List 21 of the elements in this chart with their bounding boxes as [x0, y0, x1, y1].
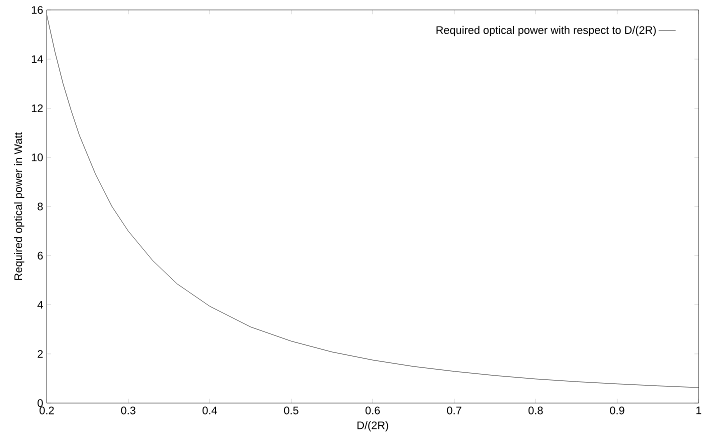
- x-axis-title: D/(2R): [358, 421, 388, 432]
- x-tick-label: 0.8: [528, 406, 543, 414]
- y-tick-label: 8: [38, 202, 43, 210]
- x-tick-label: 0.9: [610, 406, 624, 414]
- y-tick-label: 16: [32, 6, 43, 14]
- y-axis-title: Required optical power in Watt: [14, 132, 24, 280]
- y-tick-label: 14: [32, 55, 43, 63]
- x-tick-label: 0.4: [202, 406, 218, 414]
- x-tick-label: 0.2: [40, 406, 54, 414]
- x-tick-label: 0.6: [366, 406, 380, 414]
- x-tick-label: 0.3: [121, 406, 136, 414]
- y-tick-label: 12: [32, 104, 43, 112]
- y-tick-label: 0: [38, 399, 43, 408]
- y-tick-label: 4: [37, 301, 43, 309]
- y-tick-label: 10: [32, 154, 43, 162]
- y-tick-label: 2: [38, 350, 43, 358]
- legend-label: Required optical power with respect to D/(2R): [436, 26, 656, 36]
- x-tick-label: 1: [696, 406, 702, 414]
- x-tick-label: 0.7: [447, 406, 462, 414]
- x-tick-label: 0.5: [284, 406, 298, 414]
- y-tick-label: 6: [38, 252, 43, 260]
